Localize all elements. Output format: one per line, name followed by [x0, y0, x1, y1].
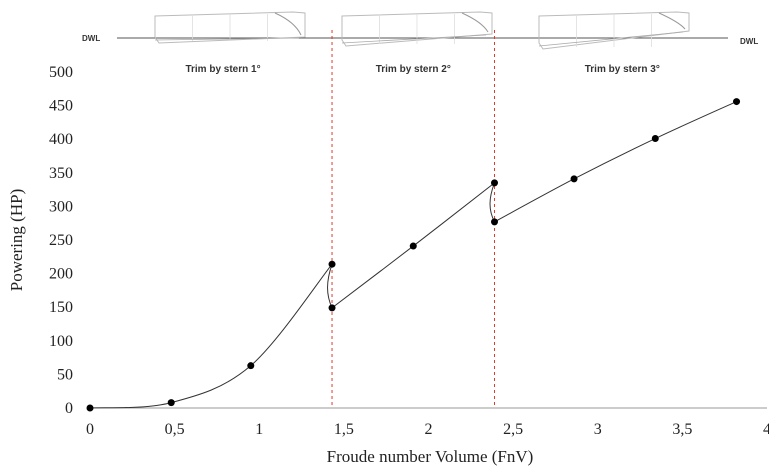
x-tick-label: 2,5: [503, 421, 523, 438]
data-series: [86, 98, 741, 412]
y-tick-label: 150: [49, 299, 73, 316]
trim-jump-line: [327, 264, 333, 309]
hull-bow-line: [274, 12, 302, 36]
y-tick-label: 100: [49, 333, 73, 350]
x-tick-label: 3: [594, 421, 602, 438]
data-point: [247, 362, 255, 370]
x-tick-label: 3,5: [672, 421, 692, 438]
data-point: [328, 260, 336, 268]
data-point: [328, 304, 336, 312]
hull-keel-line: [154, 37, 300, 41]
axes: 0 50 100 150 200 250 300 350 400 450 500 0 0,5 1 1,5 2 2…: [49, 64, 769, 438]
hull-bow-line: [658, 12, 686, 30]
hull-outline: [341, 11, 493, 47]
hull-sketch: [154, 11, 306, 44]
data-point: [491, 218, 499, 226]
x-tick-label: 0: [86, 421, 94, 438]
trim-jump-line: [489, 182, 495, 223]
x-tick-label: 0,5: [165, 421, 185, 438]
dividers: [331, 30, 496, 408]
y-tick-label: 350: [49, 165, 73, 182]
data-point: [491, 179, 499, 187]
x-tick-label: 2: [425, 421, 433, 438]
y-tick-label: 50: [57, 366, 73, 383]
y-tick-label: 450: [49, 98, 73, 115]
y-tick-label: 250: [49, 232, 73, 249]
x-tick-label: 1: [255, 421, 263, 438]
dwl-label-right: DWL: [740, 37, 758, 46]
x-tick-label: 4: [763, 421, 769, 438]
series-line: [494, 101, 737, 223]
data-point: [733, 98, 741, 106]
y-tick-label: 0: [65, 400, 73, 417]
region-labels: Trim by stern 1° Trim by stern 2° Trim by …: [185, 64, 659, 75]
region-label: Trim by stern 3°: [585, 64, 660, 75]
dwl-label-left: DWL: [82, 34, 100, 43]
hull-sketch: [341, 11, 493, 47]
hull-keel-line: [341, 34, 487, 44]
x-axis-title: Froude number Volume (FnV): [327, 447, 534, 466]
hull-bow-line: [461, 12, 489, 33]
series-line: [89, 263, 333, 409]
data-point: [570, 175, 578, 183]
y-tick-label: 200: [49, 266, 73, 283]
hull-sketches: DWL DWL: [82, 11, 758, 50]
region-label: Trim by stern 1°: [185, 64, 260, 75]
y-tick-label: 300: [49, 198, 73, 215]
y-tick-label: 500: [49, 64, 73, 81]
hull-sketch: [538, 11, 690, 50]
hull-outline: [538, 11, 690, 50]
data-point: [409, 242, 417, 250]
region-label: Trim by stern 2°: [376, 64, 451, 75]
hull-outline: [154, 11, 306, 44]
hull-keel-line: [538, 31, 684, 47]
data-point: [651, 135, 659, 143]
data-point: [167, 399, 175, 407]
data-point: [86, 404, 94, 412]
y-tick-label: 400: [49, 131, 73, 148]
y-axis-title: Powering (HP): [7, 189, 26, 291]
x-tick-label: 1,5: [334, 421, 354, 438]
